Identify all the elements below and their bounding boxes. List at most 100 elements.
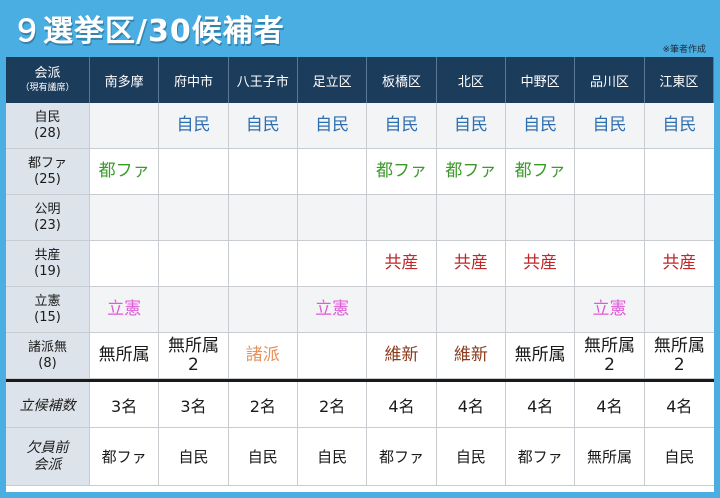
candidate-cell bbox=[436, 287, 506, 333]
candidate-party: 2 bbox=[188, 354, 199, 375]
party-label-cell: 都ファ (25) bbox=[6, 149, 90, 195]
previous-party-cell: 都ファ bbox=[506, 428, 576, 486]
party-row: 共産 (19) 共産 共産 共産 共産 bbox=[6, 241, 714, 287]
candidate-cell bbox=[297, 195, 368, 241]
candidate-cell bbox=[297, 149, 368, 195]
party-seats: (25) bbox=[34, 171, 61, 187]
candidate-cell: 無所属 bbox=[89, 333, 160, 379]
candidate-count-cell: 4名 bbox=[575, 382, 645, 428]
party-row: 立憲 (15) 立憲 立憲 立憲 bbox=[6, 287, 714, 333]
candidate-cell: 無所属 2 bbox=[644, 333, 714, 379]
candidate-cell bbox=[644, 149, 714, 195]
candidate-cell bbox=[89, 195, 160, 241]
candidate-cell: 維新 bbox=[436, 333, 506, 379]
candidate-cell: 共産 bbox=[436, 241, 506, 287]
candidate-cell: 都ファ bbox=[436, 149, 506, 195]
candidate-cell bbox=[575, 241, 645, 287]
previous-party-cell: 自民 bbox=[436, 428, 506, 486]
candidate-count-cell: 3名 bbox=[89, 382, 160, 428]
header-district-1: 府中市 bbox=[159, 57, 229, 103]
candidate-cell bbox=[506, 287, 576, 333]
party-seats: (15) bbox=[34, 309, 61, 325]
candidate-party: 2 bbox=[673, 354, 685, 375]
party-name: 諸派無 bbox=[27, 339, 67, 355]
candidate-cell bbox=[644, 287, 714, 333]
header-district-2: 八王子市 bbox=[229, 57, 298, 103]
candidate-cell bbox=[506, 195, 576, 241]
candidate-party: 共産 bbox=[523, 253, 558, 274]
header-district-0: 南多摩 bbox=[90, 57, 160, 103]
candidate-party: 自民 bbox=[245, 115, 280, 136]
candidate-party: 無所属 bbox=[653, 335, 705, 356]
candidate-party: 立憲 bbox=[107, 299, 142, 320]
candidate-party: 維新 bbox=[453, 345, 488, 366]
candidate-cell: 共産 bbox=[506, 241, 576, 287]
candidate-party: 立憲 bbox=[592, 299, 627, 320]
party-seats: (28) bbox=[34, 125, 61, 141]
candidate-cell bbox=[159, 287, 229, 333]
candidate-cell bbox=[228, 195, 298, 241]
candidate-count-cell: 4名 bbox=[367, 382, 437, 428]
candidate-count-cell: 4名 bbox=[436, 382, 506, 428]
source-note: ※筆者作成 bbox=[662, 45, 706, 55]
party-name: 自民 bbox=[34, 109, 61, 125]
party-name: 公明 bbox=[34, 201, 61, 217]
party-seats: (8) bbox=[38, 355, 57, 371]
candidate-cell: 自民 bbox=[228, 103, 298, 149]
party-row: 諸派無 (8) 無所属 無所属 2 諸派 維新 維新 無所属 無所属 2 無所属 2 bbox=[6, 333, 714, 379]
candidate-cell bbox=[228, 149, 298, 195]
candidate-count-cell: 3名 bbox=[159, 382, 229, 428]
candidate-cell bbox=[159, 241, 229, 287]
candidate-cell bbox=[89, 103, 160, 149]
previous-party-label-line2: 会派 bbox=[33, 456, 62, 473]
header-district-4: 板橋区 bbox=[367, 57, 437, 103]
candidate-cell bbox=[436, 195, 506, 241]
candidate-cell: 都ファ bbox=[89, 149, 160, 195]
party-name: 立憲 bbox=[34, 293, 61, 309]
header-row: 会派 （現有議席） 南多摩 府中市 八王子市 足立区 板橋区 北区 中野区 品川区 江東区 bbox=[6, 57, 714, 103]
party-row: 都ファ (25) 都ファ 都ファ 都ファ 都ファ bbox=[6, 149, 714, 195]
candidate-party: 都ファ bbox=[98, 161, 150, 182]
previous-party-label: 欠員前 会派 bbox=[6, 428, 90, 486]
candidate-cell: 立憲 bbox=[89, 287, 160, 333]
candidate-party: 維新 bbox=[384, 345, 419, 366]
header-label-cell: 会派 （現有議席） bbox=[6, 57, 90, 103]
candidate-cell: 立憲 bbox=[575, 287, 645, 333]
candidate-cell: 立憲 bbox=[297, 287, 368, 333]
candidate-cell: 共産 bbox=[367, 241, 437, 287]
candidate-cell: 自民 bbox=[436, 103, 506, 149]
header-district-7: 品川区 bbox=[575, 57, 645, 103]
candidate-cell bbox=[159, 195, 229, 241]
party-label-cell: 公明 (23) bbox=[6, 195, 90, 241]
candidate-cell bbox=[159, 149, 229, 195]
candidate-count-cell: 2名 bbox=[228, 382, 298, 428]
party-name: 共産 bbox=[34, 247, 61, 263]
candidate-party: 無所属 bbox=[167, 335, 219, 356]
party-label-cell: 諸派無 (8) bbox=[6, 333, 90, 379]
header-label-main: 会派 bbox=[34, 66, 61, 82]
candidate-cell bbox=[228, 287, 298, 333]
candidate-party: 自民 bbox=[592, 115, 627, 136]
party-seats: (19) bbox=[34, 263, 61, 279]
header-district-6: 中野区 bbox=[506, 57, 576, 103]
candidate-party: 諸派 bbox=[245, 345, 280, 366]
candidate-party: 自民 bbox=[384, 115, 419, 136]
candidate-party: 都ファ bbox=[514, 161, 566, 182]
candidate-cell: 自民 bbox=[644, 103, 714, 149]
page-title: ９選挙区/30候補者 bbox=[12, 14, 285, 49]
candidate-party: 都ファ bbox=[375, 161, 427, 182]
candidate-party: 無所属 bbox=[98, 345, 150, 366]
candidate-party: 共産 bbox=[662, 253, 697, 274]
candidate-cell: 自民 bbox=[297, 103, 368, 149]
candidate-cell bbox=[575, 195, 645, 241]
candidate-party: 自民 bbox=[662, 115, 697, 136]
candidate-count-cell: 4名 bbox=[644, 382, 714, 428]
candidate-cell: 共産 bbox=[644, 241, 714, 287]
header-district-5: 北区 bbox=[437, 57, 506, 103]
previous-party-row: 欠員前 会派 都ファ 自民 自民 自民 都ファ 自民 都ファ 無所属 自民 bbox=[6, 428, 714, 486]
party-row: 自民 (28) 自民 自民 自民 自民 自民 自民 自民 自民 bbox=[6, 103, 714, 149]
candidate-cell: 維新 bbox=[367, 333, 437, 379]
header-label-sub: （現有議席） bbox=[20, 82, 75, 93]
candidate-party: 自民 bbox=[315, 115, 350, 136]
previous-party-label-line1: 欠員前 bbox=[26, 439, 69, 456]
